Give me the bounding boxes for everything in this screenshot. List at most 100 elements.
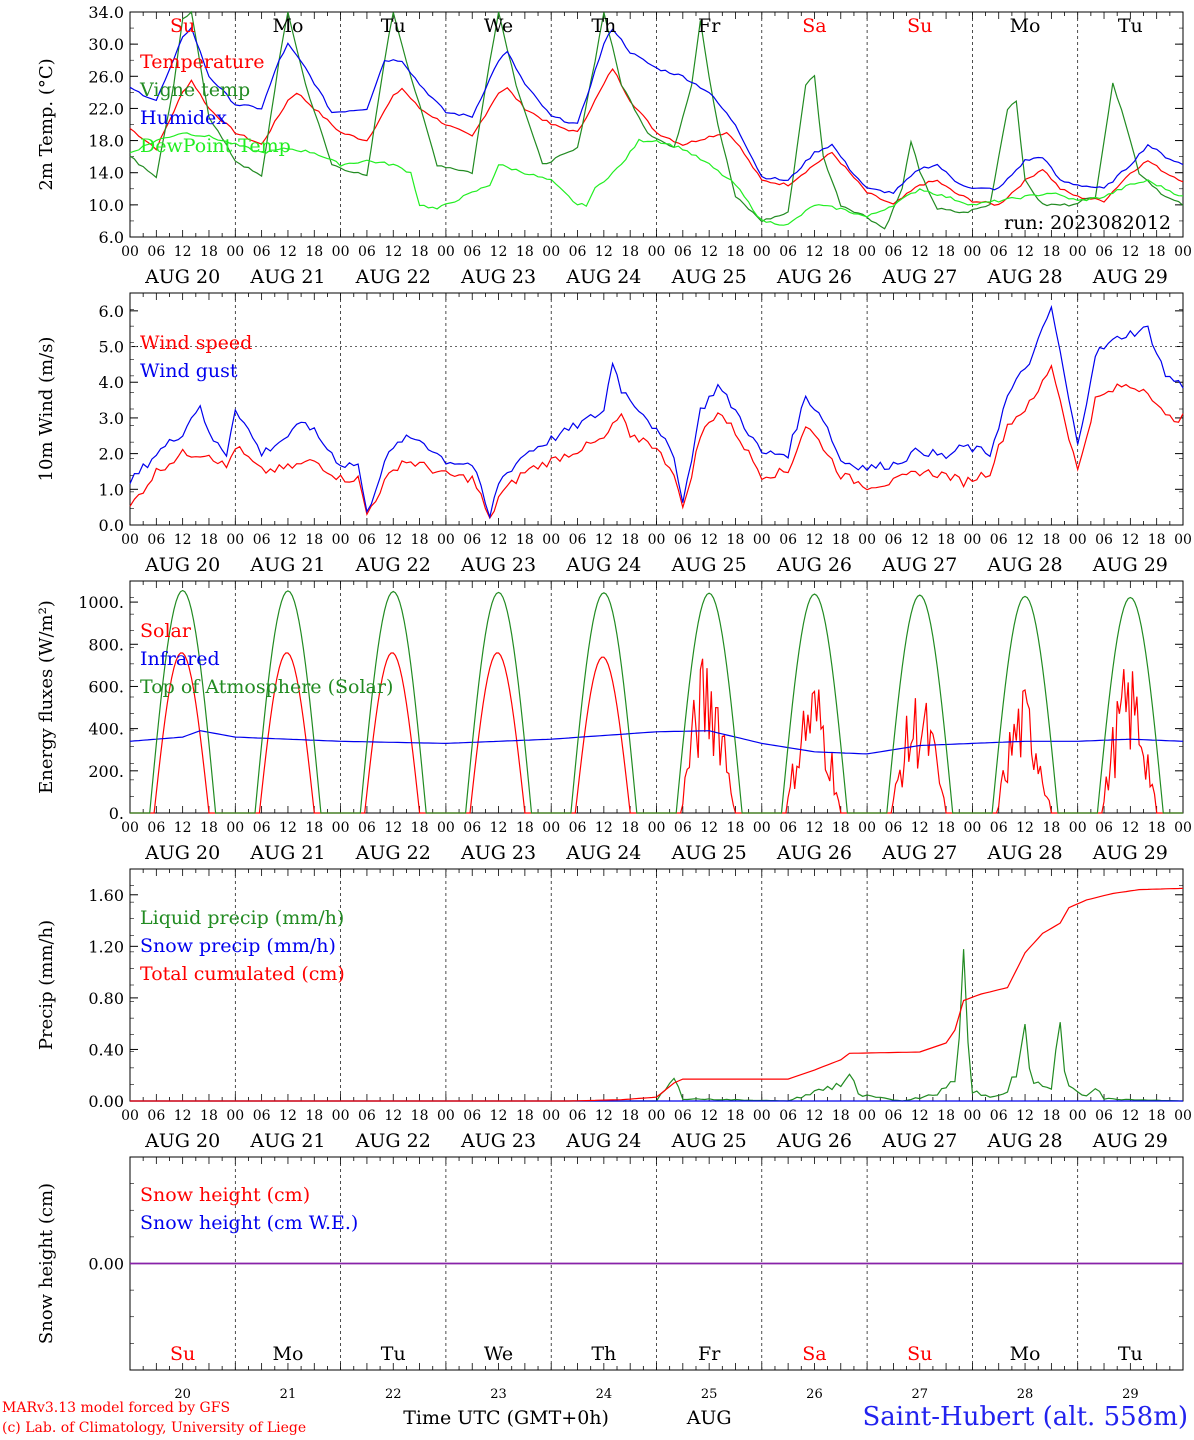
date-label: AUG 26 bbox=[776, 1130, 852, 1152]
date-label: AUG 28 bbox=[986, 1130, 1062, 1152]
date-label: AUG 22 bbox=[355, 1130, 431, 1152]
hour-tick-label: 00 bbox=[648, 532, 666, 548]
legend-entry: Vigne temp bbox=[139, 79, 250, 101]
date-label: AUG 28 bbox=[986, 266, 1062, 288]
hour-tick-label: 00 bbox=[648, 244, 666, 260]
panel-temperature: 2m Temp. (°C) bbox=[36, 10, 1184, 238]
hour-tick-label: 12 bbox=[700, 1108, 718, 1124]
hour-tick-label: 12 bbox=[911, 820, 929, 836]
y-tick-label: 1.60 bbox=[88, 886, 124, 905]
hour-tick-label: 12 bbox=[700, 820, 718, 836]
weekday-label: Mo bbox=[272, 15, 303, 37]
hour-tick-label: 18 bbox=[727, 532, 745, 548]
date-label: AUG 29 bbox=[1092, 1130, 1168, 1152]
hour-tick-label: 06 bbox=[674, 1108, 692, 1124]
hour-tick-label: 18 bbox=[621, 1108, 639, 1124]
hour-tick-label: 12 bbox=[490, 820, 508, 836]
legend-entry: Wind speed bbox=[140, 332, 252, 354]
hour-tick-label: 18 bbox=[727, 244, 745, 260]
hour-tick-label: 06 bbox=[358, 532, 376, 548]
hour-tick-label: 18 bbox=[1148, 244, 1166, 260]
hour-tick-label: 06 bbox=[885, 532, 903, 548]
hour-tick-label: 06 bbox=[779, 820, 797, 836]
hour-tick-label: 12 bbox=[384, 244, 402, 260]
hour-tick-label: 18 bbox=[200, 244, 218, 260]
hour-tick-label: 00 bbox=[226, 820, 244, 836]
hour-tick-label: 18 bbox=[200, 532, 218, 548]
y-tick-label: 30.0 bbox=[88, 35, 124, 54]
weekday-label: We bbox=[484, 1343, 513, 1365]
hour-tick-label: 12 bbox=[911, 532, 929, 548]
hour-tick-label: 12 bbox=[595, 244, 613, 260]
y-axis-label: Snow height (cm) bbox=[36, 1183, 57, 1344]
date-label: AUG 25 bbox=[671, 1130, 747, 1152]
weekday-label: Su bbox=[170, 1343, 195, 1365]
hour-tick-label: 00 bbox=[542, 532, 560, 548]
date-label: AUG 20 bbox=[144, 1130, 220, 1152]
date-label: AUG 22 bbox=[355, 266, 431, 288]
hour-tick-label: 12 bbox=[490, 1108, 508, 1124]
panel-frame bbox=[129, 11, 1184, 238]
hour-tick-label: 12 bbox=[1121, 244, 1139, 260]
date-label: AUG 24 bbox=[565, 842, 641, 864]
hour-tick-label: 18 bbox=[305, 1108, 323, 1124]
y-tick-label: 18.0 bbox=[88, 132, 124, 151]
hour-tick-label: 12 bbox=[490, 244, 508, 260]
hour-tick-label: 06 bbox=[569, 244, 587, 260]
run-label: run: 2023082012 bbox=[1004, 212, 1171, 234]
hour-tick-label: 06 bbox=[885, 820, 903, 836]
hour-tick-label: 12 bbox=[279, 820, 297, 836]
day-number-label: 29 bbox=[1122, 1387, 1139, 1402]
hour-tick-label: 12 bbox=[279, 532, 297, 548]
panel-snow: Snow height (cm) bbox=[36, 1156, 1184, 1371]
hour-tick-label: 12 bbox=[911, 244, 929, 260]
hour-tick-label: 12 bbox=[384, 820, 402, 836]
series-line-temperature bbox=[129, 67, 1184, 206]
hour-tick-label: 00 bbox=[542, 1108, 560, 1124]
hour-tick-label: 12 bbox=[1121, 1108, 1139, 1124]
series-line-total-cumulated-cm- bbox=[130, 887, 1184, 1102]
date-label: AUG 24 bbox=[565, 554, 641, 576]
hour-tick-label: 06 bbox=[463, 1108, 481, 1124]
y-tick-label: 200. bbox=[88, 762, 124, 781]
hour-tick-label: 06 bbox=[463, 532, 481, 548]
y-axis-label: 10m Wind (m/s) bbox=[36, 337, 57, 482]
legend-entry: DewPoint Temp bbox=[140, 135, 291, 157]
day-number-label: 24 bbox=[596, 1387, 613, 1402]
hour-tick-label: 18 bbox=[621, 532, 639, 548]
hour-tick-label: 00 bbox=[1174, 1108, 1192, 1124]
hour-tick-label: 12 bbox=[911, 1108, 929, 1124]
day-number-label: 27 bbox=[911, 1387, 928, 1402]
date-label: AUG 21 bbox=[249, 266, 325, 288]
y-axis-label: Energy fluxes (W/m²) bbox=[36, 600, 57, 794]
hour-tick-label: 00 bbox=[121, 244, 139, 260]
hour-tick-label: 06 bbox=[569, 532, 587, 548]
hour-tick-label: 12 bbox=[700, 532, 718, 548]
hour-tick-label: 18 bbox=[516, 532, 534, 548]
date-label: AUG 24 bbox=[565, 1130, 641, 1152]
hour-tick-label: 12 bbox=[700, 244, 718, 260]
panel-precip: Precip (mm/h) bbox=[36, 868, 1184, 1102]
y-tick-label: 1.0 bbox=[99, 480, 124, 499]
date-label: AUG 22 bbox=[355, 554, 431, 576]
hour-tick-label: 06 bbox=[253, 820, 271, 836]
hour-tick-label: 06 bbox=[147, 244, 165, 260]
lab-credit: (c) Lab. of Climatology, University of L… bbox=[2, 1420, 307, 1436]
hour-tick-label: 00 bbox=[437, 244, 455, 260]
hour-tick-label: 18 bbox=[305, 244, 323, 260]
hour-tick-label: 06 bbox=[463, 244, 481, 260]
hour-tick-label: 06 bbox=[358, 820, 376, 836]
hour-tick-label: 18 bbox=[305, 532, 323, 548]
hour-tick-label: 18 bbox=[411, 820, 429, 836]
panel-energy: Energy fluxes (W/m²) bbox=[36, 580, 1184, 814]
legend-entry: Solar bbox=[140, 620, 192, 642]
hour-tick-label: 00 bbox=[753, 1108, 771, 1124]
hour-tick-label: 06 bbox=[253, 1108, 271, 1124]
y-tick-label: 0.40 bbox=[88, 1040, 124, 1059]
hour-tick-label: 12 bbox=[174, 532, 192, 548]
series-line-humidex bbox=[129, 26, 1184, 195]
hour-tick-label: 12 bbox=[279, 1108, 297, 1124]
hour-tick-label: 18 bbox=[937, 244, 955, 260]
hour-tick-label: 00 bbox=[437, 1108, 455, 1124]
hour-tick-label: 00 bbox=[1069, 1108, 1087, 1124]
